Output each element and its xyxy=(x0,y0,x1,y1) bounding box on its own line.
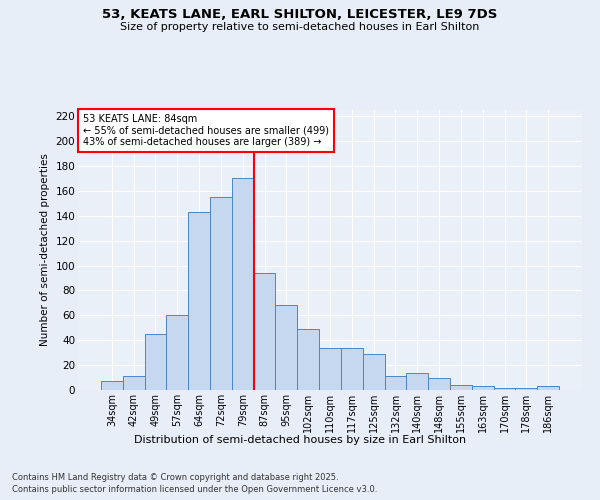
Text: Contains HM Land Registry data © Crown copyright and database right 2025.: Contains HM Land Registry data © Crown c… xyxy=(12,472,338,482)
Bar xyxy=(254,273,275,390)
Bar xyxy=(450,385,472,390)
Bar xyxy=(101,382,123,390)
Bar xyxy=(210,197,232,390)
Bar xyxy=(297,329,319,390)
Bar xyxy=(494,388,515,390)
Bar xyxy=(341,348,363,390)
Text: 53 KEATS LANE: 84sqm
← 55% of semi-detached houses are smaller (499)
43% of semi: 53 KEATS LANE: 84sqm ← 55% of semi-detac… xyxy=(83,114,329,148)
Bar xyxy=(363,354,385,390)
Text: Distribution of semi-detached houses by size in Earl Shilton: Distribution of semi-detached houses by … xyxy=(134,435,466,445)
Bar xyxy=(232,178,254,390)
Bar xyxy=(428,378,450,390)
Y-axis label: Number of semi-detached properties: Number of semi-detached properties xyxy=(40,154,50,346)
Text: Contains public sector information licensed under the Open Government Licence v3: Contains public sector information licen… xyxy=(12,485,377,494)
Bar xyxy=(515,388,537,390)
Bar xyxy=(472,386,494,390)
Bar xyxy=(385,376,406,390)
Bar xyxy=(145,334,166,390)
Bar xyxy=(188,212,210,390)
Bar xyxy=(537,386,559,390)
Text: 53, KEATS LANE, EARL SHILTON, LEICESTER, LE9 7DS: 53, KEATS LANE, EARL SHILTON, LEICESTER,… xyxy=(103,8,497,20)
Bar xyxy=(275,306,297,390)
Text: Size of property relative to semi-detached houses in Earl Shilton: Size of property relative to semi-detach… xyxy=(121,22,479,32)
Bar xyxy=(123,376,145,390)
Bar xyxy=(166,316,188,390)
Bar xyxy=(406,372,428,390)
Bar xyxy=(319,348,341,390)
